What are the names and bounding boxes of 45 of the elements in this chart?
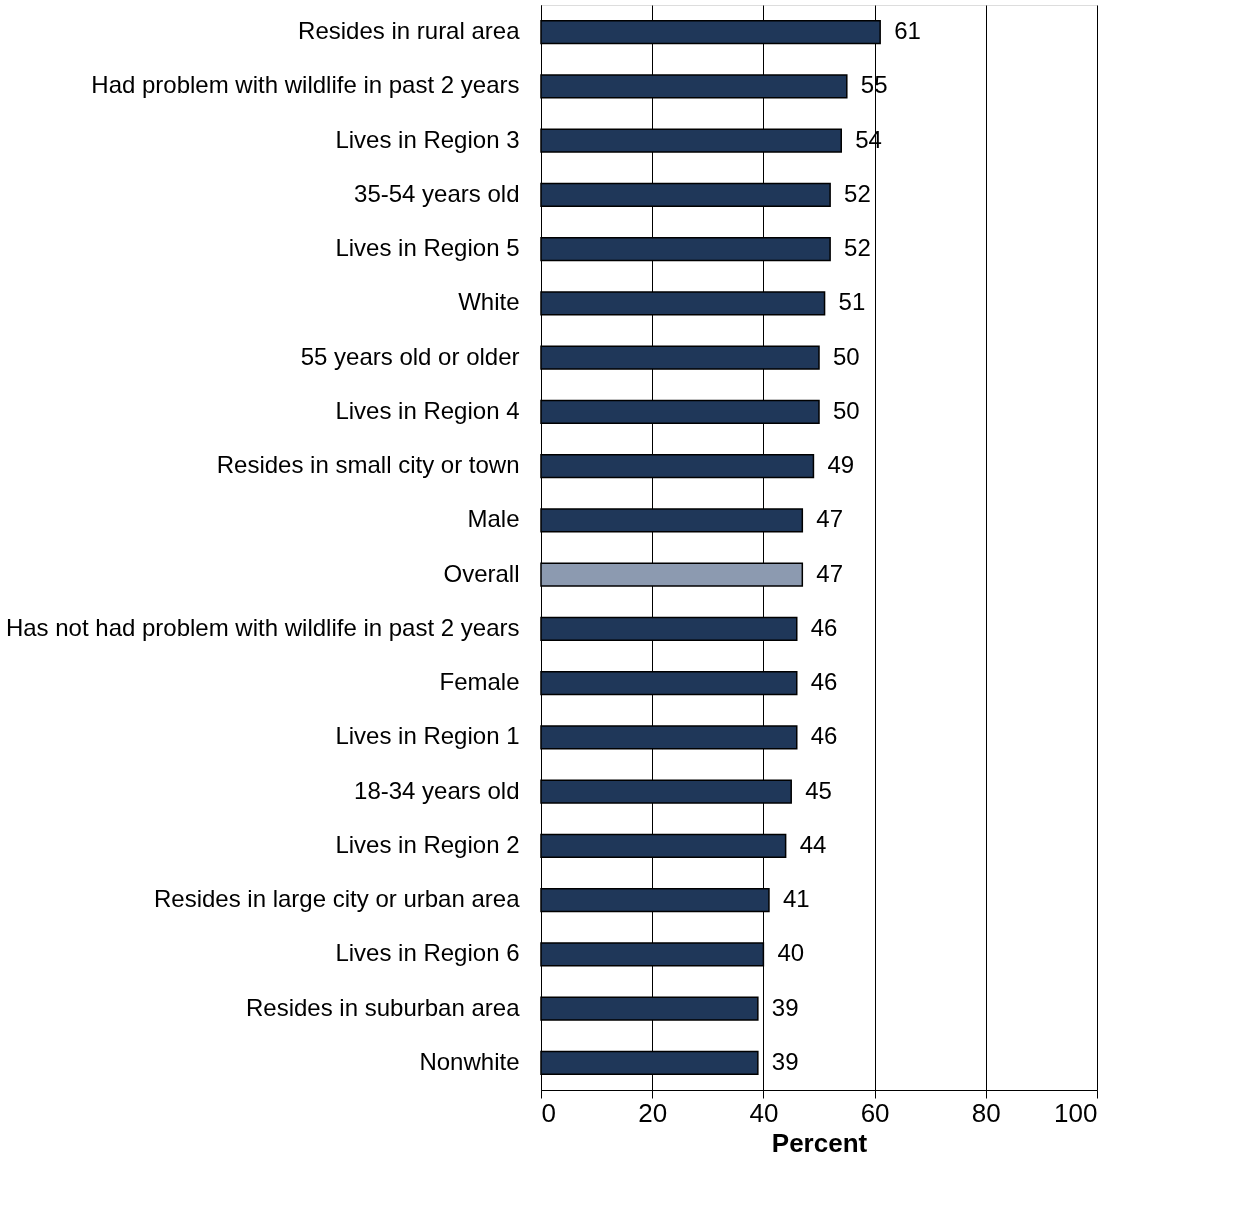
data-label: 49	[827, 451, 855, 479]
y-tick-label: Nonwhite	[419, 1047, 520, 1075]
data-label: 46	[810, 722, 838, 750]
y-tick-label: Male	[467, 505, 520, 533]
data-label: 44	[799, 830, 827, 858]
x-tick-label: 40	[749, 1097, 779, 1128]
data-label: 40	[777, 939, 805, 967]
y-tick-label: Resides in small city or town	[216, 451, 520, 479]
data-label: 51	[838, 288, 866, 316]
y-tick-label: Had problem with wildlife in past 2 years	[91, 71, 520, 99]
x-axis-title: Percent	[771, 1127, 868, 1158]
y-tick-label: Lives in Region 6	[335, 939, 520, 967]
y-tick-label: Lives in Region 5	[335, 234, 520, 262]
y-tick-label: Resides in suburban area	[245, 993, 521, 1021]
y-tick-label: Resides in rural area	[298, 17, 521, 45]
y-tick-label: Female	[439, 668, 520, 696]
data-label: 61	[894, 17, 921, 45]
data-label: 46	[810, 668, 838, 696]
y-tick-label: White	[458, 288, 520, 316]
x-tick-label: 20	[638, 1097, 668, 1128]
y-tick-label: Lives in Region 4	[335, 396, 520, 424]
data-label: 47	[816, 559, 844, 587]
x-tick-label: 80	[971, 1097, 1001, 1128]
data-label: 50	[833, 342, 860, 370]
y-tick-label: 55 years old or older	[300, 342, 520, 370]
y-tick-label: Lives in Region 3	[335, 125, 520, 153]
y-tick-label: Has not had problem with wildlife in past 2 years	[5, 613, 520, 641]
y-tick-label: 18-34 years old	[354, 776, 520, 804]
data-label: 39	[771, 1047, 799, 1075]
data-label: 52	[844, 234, 871, 262]
data-label: 46	[810, 613, 838, 641]
y-tick-label: Resides in large city or urban area	[153, 885, 521, 913]
x-tick-label: 60	[860, 1097, 890, 1128]
data-label: 45	[805, 776, 832, 804]
data-label: 39	[771, 993, 799, 1021]
data-label: 41	[782, 885, 810, 913]
data-label: 50	[833, 396, 860, 424]
y-tick-label: Lives in Region 1	[335, 722, 520, 750]
data-label: 52	[844, 179, 871, 207]
data-label: 47	[816, 505, 844, 533]
y-tick-label: 35-54 years old	[354, 179, 520, 207]
x-tick-label: 0	[541, 1097, 556, 1128]
y-tick-label: Lives in Region 2	[335, 830, 520, 858]
y-tick-label: Overall	[443, 559, 520, 587]
x-tick-label: 100	[1054, 1097, 1098, 1128]
